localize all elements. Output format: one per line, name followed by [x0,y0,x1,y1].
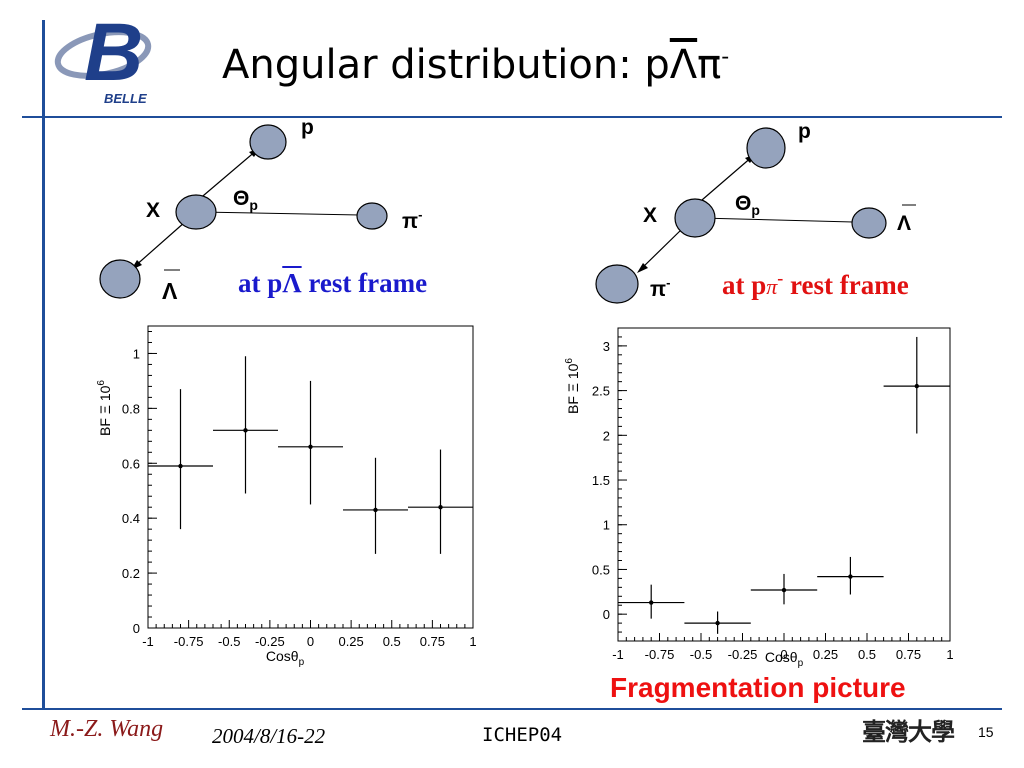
data-point [278,380,343,505]
x-tick-label: 1 [469,634,476,649]
title-divider [22,116,1002,118]
right-chart: -1 -0.75 -0.5 -0.25 0 0.25 0.5 0.75 1 0 0.5 1 1.5 2 2.… [564,327,954,669]
svg-text:B: B [84,7,143,98]
x-tick-label: -1 [612,647,624,662]
x-tick-label: -0.75 [645,647,675,662]
y-tick-label: 0.8 [122,401,140,416]
point-marker [781,587,787,593]
y-tick-label: 3 [603,339,610,354]
point-marker [914,383,919,389]
antilambda-ball [99,259,141,299]
footer-date: 2004/8/16-22 [212,724,326,748]
data-point [817,556,884,595]
y-axis-label: BF Ξ 106 [96,380,113,436]
x-tick-label: 0.25 [338,634,363,649]
pion-ball [356,202,388,230]
pion-ball [595,264,639,304]
x-tick-label: 0 [780,647,787,662]
y-tick-label: 1 [603,518,610,533]
x-axis-label: Cosθp [266,648,305,668]
data-point [750,573,818,605]
x-tick-label: 0.75 [420,634,445,649]
x-tick-label: -0.5 [218,634,240,649]
pion-label: π- [650,275,670,301]
left-accent-bar [42,20,45,710]
footer-divider [22,708,1002,710]
angle-label: Θp [233,187,258,213]
left-decay-diagram: p Θp X π- Λ [99,116,422,304]
y-axis-label: BF Ξ 106 [564,358,581,414]
proton-ball [746,127,786,169]
y-tick-label: 0.6 [122,456,140,471]
x-tick-label: 1 [946,647,953,662]
belle-logo-text: BELLE [104,91,147,106]
parent-label: X [643,204,657,227]
footer-conference: ICHEP04 [482,724,563,746]
page-number: 15 [978,724,994,740]
right-frame-caption: at pπ- rest frame [722,268,909,300]
antilambda-label: Λ [897,212,911,235]
point-marker [649,600,654,605]
data-point [618,584,685,619]
x-axis-label: Cosθp [765,649,804,669]
footer-author: M.-Z. Wang [50,716,164,742]
point-marker [178,463,183,469]
left-frame-caption: at pΛ rest frame [238,268,428,298]
x-tick-label: 0.5 [383,634,401,649]
point-marker [715,620,720,626]
ntu-logo: 臺灣大學 [862,717,955,746]
y-tick-label: 2.5 [592,384,610,399]
left-chart: -1 -0.75 -0.5 -0.25 0 0.25 0.5 0.75 1 0 0.2 0.4 0.6 0… [96,325,477,668]
parent-label: X [146,199,160,222]
right-decay-diagram: p Θp X Λ π- [595,120,916,304]
pion-label: π- [402,207,422,233]
x-tick-label: 0.25 [813,647,838,662]
fragmentation-annotation: Fragmentation picture [610,672,906,703]
parent-ball [674,198,716,238]
y-tick-label: 0.5 [592,562,610,577]
belle-logo: B BELLE [54,7,152,106]
x-tick-label: -1 [142,634,154,649]
x-tick-label: -0.25 [255,634,285,649]
x-tick-label: 0 [307,634,314,649]
page-title: Angular distribution: pΛπ- [222,42,730,88]
y-tick-label: 0 [603,607,610,622]
point-marker [308,444,313,449]
y-tick-label: 0.2 [122,566,140,581]
proton-label: p [798,120,811,143]
parent-ball [175,194,217,230]
point-marker [438,505,443,510]
x-tick-label: -0.75 [174,634,204,649]
point-marker [373,507,378,513]
proton-ball [249,124,287,160]
x-tick-label: 0.75 [896,647,921,662]
data-point [883,336,950,434]
x-tick-label: -0.5 [690,647,712,662]
antilambda-label: Λ [162,278,178,304]
data-point [148,389,213,530]
data-point [213,356,278,494]
proton-label: p [301,116,314,139]
point-marker [848,574,853,579]
x-tick-label: 0.5 [858,647,876,662]
antilambda-ball [851,207,887,239]
x-tick-label: -0.25 [728,647,758,662]
data-point [684,611,751,634]
y-tick-label: 0.4 [122,511,140,526]
data-point [408,449,473,554]
data-point [343,457,408,554]
y-tick-label: 1.5 [592,473,610,488]
y-tick-label: 0 [133,621,140,636]
y-tick-label: 1 [133,346,140,361]
angle-label: Θp [735,192,760,218]
point-marker [243,428,248,433]
y-tick-label: 2 [603,428,610,443]
